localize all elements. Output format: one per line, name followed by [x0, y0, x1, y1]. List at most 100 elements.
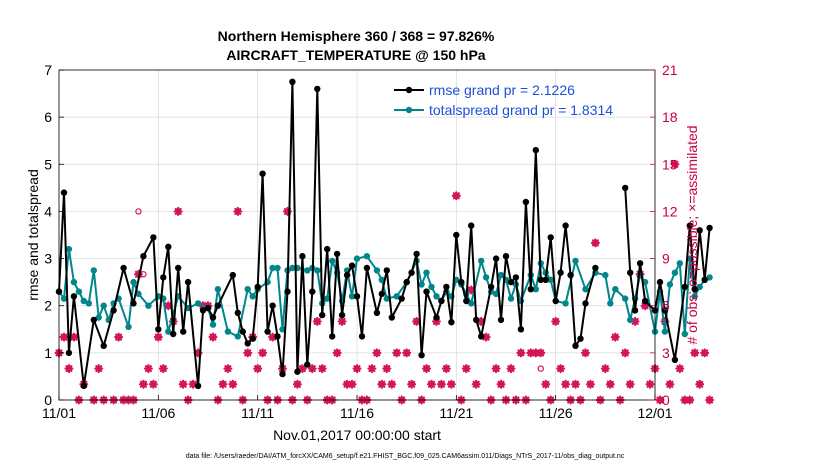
rmse-point-37	[294, 368, 301, 375]
rmse-point-34	[279, 370, 286, 378]
obs-possible-marker-23	[622, 349, 629, 357]
obs-assimilated-marker-113	[625, 379, 635, 389]
x-tick-label: 11/06	[141, 405, 175, 421]
rmse-point-74	[497, 316, 505, 324]
obs-assimilated-marker-26	[193, 348, 203, 358]
rmse-point-47	[343, 271, 351, 279]
obs-possible-marker-3	[115, 333, 122, 341]
obs-assimilated-marker-56	[342, 379, 352, 389]
spread-point-70	[492, 290, 500, 298]
spread-point-8	[95, 314, 102, 321]
obs-assimilated-marker-108	[600, 364, 610, 374]
rmse-point-89	[572, 342, 579, 349]
chart-title: Northern Hemisphere 360 / 368 = 97.826%	[218, 28, 495, 44]
right-tick-label: 15	[662, 156, 678, 172]
rmse-point-61	[423, 288, 430, 295]
spread-point-25	[214, 286, 222, 293]
rmse-point-83	[542, 276, 549, 283]
rmse-point-76	[507, 278, 515, 286]
rmse-point-35	[284, 288, 291, 295]
rmse-point-99	[656, 278, 664, 286]
spread-point-2	[65, 245, 73, 253]
rmse-point-92	[592, 264, 599, 272]
rmse-point-24	[229, 271, 236, 279]
obs-assimilated-marker-38	[253, 364, 263, 374]
obs-assimilated-marker-117	[645, 379, 655, 389]
obs-assimilated-marker-78	[451, 191, 461, 201]
spread-point-100	[681, 330, 688, 338]
rmse-point-71	[478, 333, 485, 340]
obs-assimilated-marker-121	[665, 379, 675, 389]
obs-assimilated-marker-94	[531, 348, 541, 358]
obs-possible-marker-1	[65, 365, 73, 372]
rmse-point-38	[299, 253, 306, 260]
rmse-point-12	[155, 326, 162, 333]
rmse-point-70	[473, 316, 480, 324]
obs-assimilated-marker-105	[585, 379, 595, 389]
obs-assimilated-marker-80	[461, 364, 471, 374]
obs-assimilated-marker-126	[690, 348, 700, 358]
spread-point-98	[671, 269, 679, 276]
obs-possible-marker-21	[537, 365, 544, 372]
spread-point-89	[622, 295, 629, 302]
obs-possible-marker-9	[234, 208, 241, 215]
right-axis: 0 3 6 9 12 15 18 21	[650, 62, 678, 408]
rmse-point-67	[458, 278, 465, 286]
rmse-series	[55, 78, 713, 390]
rmse-point-97	[641, 297, 649, 305]
rmse-point-20	[199, 307, 207, 314]
rmse-point-78	[517, 326, 525, 333]
rmse-point-11	[150, 234, 157, 241]
spread-point-57	[423, 269, 430, 276]
spread-point-56	[418, 281, 425, 288]
obs-assimilated-marker-15	[138, 379, 148, 389]
right-y-axis-label: # of obs: o=possible; ×=assimilated	[684, 125, 700, 344]
spread-point-47	[348, 293, 356, 300]
rmse-point-90	[577, 335, 584, 342]
obs-assimilated-marker-50	[312, 316, 322, 326]
rmse-point-68	[463, 297, 470, 305]
obs-assimilated-marker-1	[59, 332, 69, 342]
obs-assimilated-marker-95	[536, 348, 546, 358]
obs-assimilated-marker-66	[392, 348, 402, 358]
legend-rmse-marker	[405, 86, 413, 94]
spread-point-99	[676, 260, 683, 267]
obs-assimilated-marker-17	[148, 379, 158, 389]
spread-point-22	[194, 300, 202, 307]
obs-assimilated-marker-14	[133, 269, 143, 279]
rmse-point-56	[398, 295, 405, 302]
rmse-point-51	[363, 264, 371, 272]
obs-assimilated-marker-125	[685, 395, 695, 405]
rmse-point-60	[418, 352, 425, 359]
obs-assimilated-marker-49	[307, 364, 317, 374]
obs-assimilated-marker-89	[506, 364, 516, 374]
obs-assimilated-marker-16	[143, 364, 153, 374]
rmse-point-104	[691, 286, 698, 293]
spread-point-105	[706, 274, 713, 281]
obs-assimilated-marker-63	[377, 379, 387, 389]
obs-assimilated-marker-76	[441, 364, 451, 374]
obs-assimilated-marker-119	[655, 395, 665, 405]
obs-assimilated-marker-46	[292, 379, 302, 389]
obs-assimilated-marker-47	[297, 364, 307, 374]
left-axis: 0 1 2 3 4 5 6 7	[44, 62, 64, 408]
right-tick-label: 18	[662, 109, 678, 125]
spread-point-96	[661, 328, 669, 335]
spread-point-5	[80, 297, 88, 305]
spread-point-88	[612, 286, 619, 293]
obs-assimilated-marker-87	[496, 379, 506, 389]
spread-point-67	[478, 257, 485, 265]
obs-possible-marker-12	[314, 318, 321, 325]
obs-assimilated-marker-116	[640, 301, 650, 311]
obs-assimilated-marker-69	[407, 379, 417, 389]
rmse-point-80	[527, 286, 534, 293]
right-tick-label: 6	[662, 298, 670, 314]
obs-possible-marker-5	[140, 271, 147, 278]
rmse-point-64	[443, 283, 450, 291]
spread-point-16	[145, 302, 152, 309]
obs-assimilated-marker-57	[347, 379, 357, 389]
rmse-point-49	[353, 293, 361, 300]
obs-assimilated-marker-64	[382, 364, 392, 374]
rmse-point-88	[567, 271, 574, 279]
